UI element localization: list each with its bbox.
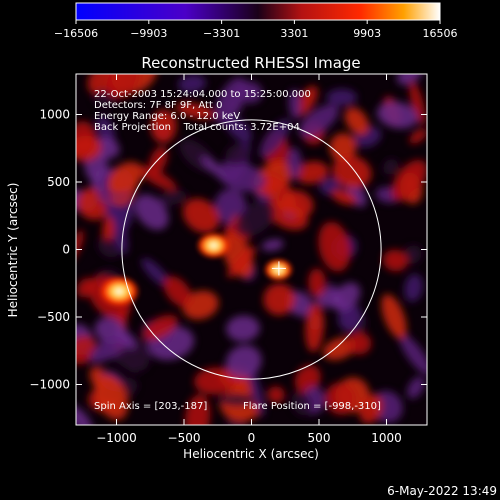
x-axis-label: Heliocentric X (arcsec) bbox=[183, 447, 319, 461]
colorbar-tick-label: −16506 bbox=[54, 27, 98, 40]
y-tick-label: 0 bbox=[62, 243, 70, 257]
y-axis-label: Heliocentric Y (arcsec) bbox=[6, 183, 20, 318]
x-tick-label: −500 bbox=[168, 431, 201, 445]
colorbar-ticks: −16506 −9903 −3301 3301 9903 16506 bbox=[54, 20, 458, 40]
x-tick-label: 1000 bbox=[371, 431, 402, 445]
axis-ticks: −1000 −500 0 500 1000 −1000 −500 0 500 1000 bbox=[29, 74, 427, 445]
spin-axis-label: Spin Axis = [203,-187] bbox=[94, 401, 207, 412]
x-tick-label: 500 bbox=[308, 431, 331, 445]
flare-source bbox=[98, 275, 140, 308]
info-line-time: 22-Oct-2003 15:24:04.000 to 15:25:00.000 bbox=[94, 89, 311, 100]
colorbar-tick-label: −3301 bbox=[203, 27, 240, 40]
info-line-counts: Back Projection Total counts: 3.72E+04 bbox=[94, 122, 300, 133]
flare-source bbox=[196, 231, 232, 259]
colorbar-tick-label: 16506 bbox=[423, 27, 458, 40]
solar-limb-circle bbox=[121, 119, 382, 380]
y-tick-label: −1000 bbox=[29, 378, 70, 392]
y-tick-label: −500 bbox=[37, 310, 70, 324]
x-tick-label: 0 bbox=[248, 431, 256, 445]
info-line-detectors: Detectors: 7F 8F 9F, Att 0 bbox=[94, 100, 222, 111]
flare-position-label: Flare Position = [-998,-310] bbox=[243, 401, 381, 412]
colorbar-tick-label: −9903 bbox=[130, 27, 167, 40]
y-tick-label: 1000 bbox=[39, 108, 70, 122]
flare-crosshair bbox=[271, 261, 286, 276]
heatmap-image bbox=[76, 74, 427, 425]
colorbar-tick-label: 9903 bbox=[353, 27, 381, 40]
colorbar bbox=[75, 2, 441, 21]
colorbar-tick-label: 3301 bbox=[280, 27, 308, 40]
chart-title: Reconstructed RHESSI Image bbox=[141, 54, 360, 72]
footer-date: 6-May-2022 13:49 bbox=[387, 484, 497, 498]
y-tick-label: 500 bbox=[47, 175, 70, 189]
info-line-energy: Energy Range: 6.0 - 12.0 keV bbox=[94, 111, 240, 122]
x-tick-label: −1000 bbox=[96, 431, 137, 445]
info-block: 22-Oct-2003 15:24:04.000 to 15:25:00.000… bbox=[94, 89, 311, 133]
